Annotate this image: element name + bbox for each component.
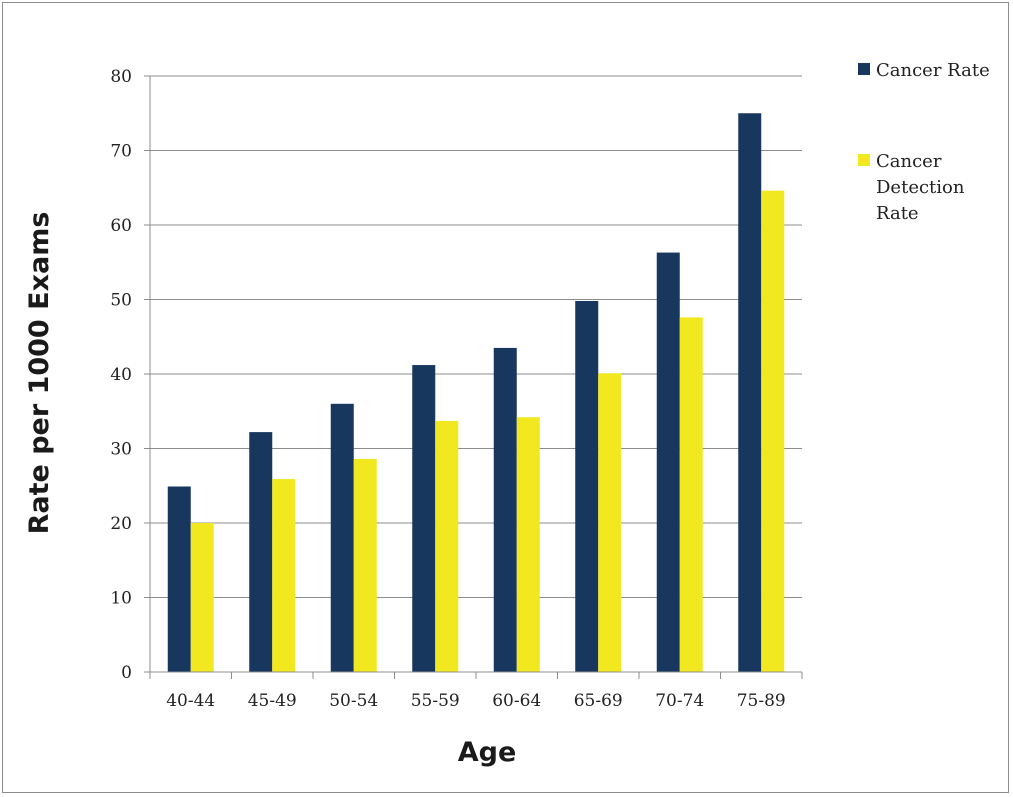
y-tick-label: 30: [110, 440, 132, 460]
gridlines: [150, 75, 802, 598]
bars: [167, 113, 785, 673]
x-tick-label: 60-64: [492, 691, 541, 711]
legend-label-cancer-detection-rate: Cancer Detection Rate: [876, 151, 965, 224]
bar-cancer-rate: [330, 403, 354, 672]
y-tick-label: 20: [110, 514, 132, 534]
x-tick-label: 45-49: [248, 691, 297, 711]
bar-cancer-detection-rate: [353, 458, 377, 672]
y-tick-label: 10: [110, 589, 132, 609]
x-tick-label: 70-74: [655, 691, 704, 711]
legend-label-line: Detection: [876, 177, 965, 198]
legend-label-line: Rate: [876, 203, 919, 224]
y-tick-label: 50: [110, 291, 132, 311]
bar-cancer-detection-rate: [761, 190, 785, 673]
bar-cancer-rate: [493, 347, 517, 672]
x-tick-label: 50-54: [329, 691, 378, 711]
x-tick-label: 55-59: [411, 691, 460, 711]
y-tick-label: 40: [110, 365, 132, 385]
legend-swatch-cancer-detection-rate: [858, 154, 870, 166]
legend-label-line: Cancer: [876, 151, 942, 172]
x-tick-label: 65-69: [574, 691, 623, 711]
x-tick-label: 75-89: [737, 691, 786, 711]
legend: Cancer Rate Cancer Detection Rate: [858, 60, 990, 224]
y-tick-label: 70: [110, 142, 132, 162]
bar-cancer-rate: [249, 432, 273, 672]
y-tick-label: 80: [110, 67, 132, 87]
y-tick-label: 60: [110, 216, 132, 236]
y-axis-ticks: 0 10 20 30 40 50 60 70 80: [110, 67, 150, 683]
x-tick-label: 40-44: [166, 691, 215, 711]
x-axis-ticks: 40-44 45-49 50-54 55-59 60-64 65-69 70-74 75-89: [149, 672, 803, 711]
y-axis-title: Rate per 1000 Exams: [24, 212, 55, 535]
bar-cancer-rate: [167, 486, 191, 672]
bar-cancer-detection-rate: [516, 417, 540, 672]
bar-cancer-rate: [575, 300, 599, 672]
bar-cancer-rate: [656, 252, 680, 672]
bar-cancer-detection-rate: [272, 479, 296, 672]
legend-label-cancer-rate: Cancer Rate: [876, 60, 990, 81]
bar-cancer-detection-rate: [190, 523, 214, 672]
bar-cancer-rate: [738, 113, 762, 672]
bar-cancer-detection-rate: [679, 317, 703, 672]
legend-swatch-cancer-rate: [858, 63, 870, 75]
y-tick-label: 0: [121, 663, 132, 683]
x-axis-title: Age: [458, 737, 517, 768]
axes: [144, 76, 802, 673]
bar-cancer-detection-rate: [598, 373, 622, 672]
bar-cancer-detection-rate: [435, 420, 459, 672]
bar-cancer-rate: [412, 365, 436, 672]
